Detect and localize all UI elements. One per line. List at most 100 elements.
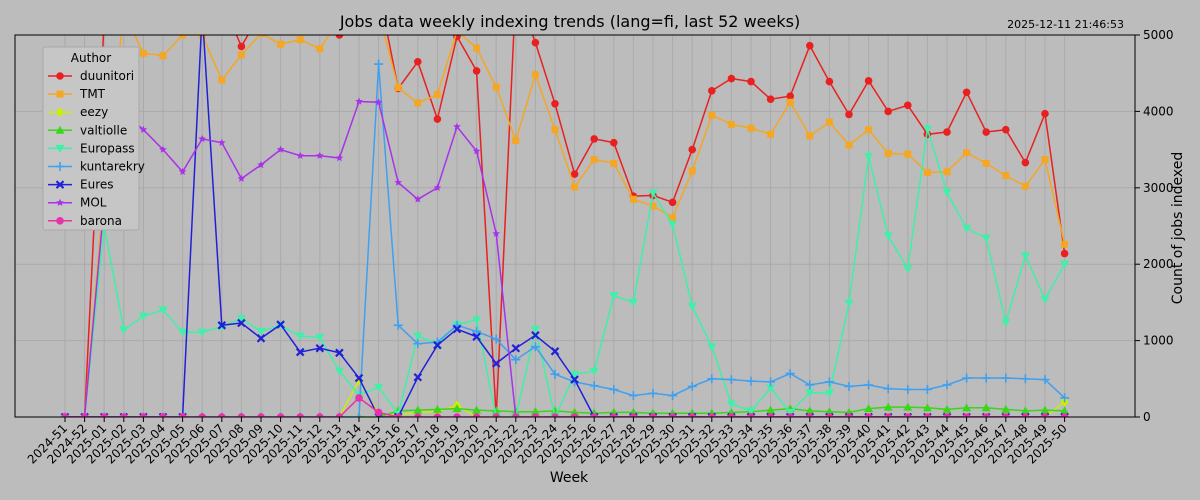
data-point xyxy=(589,381,599,391)
series-line xyxy=(65,35,1066,417)
data-point xyxy=(786,98,794,106)
data-point xyxy=(785,368,795,378)
data-point xyxy=(962,88,971,97)
data-point xyxy=(414,195,422,203)
data-point xyxy=(610,413,618,417)
data-point xyxy=(374,59,384,69)
data-point xyxy=(922,403,932,412)
data-point xyxy=(844,299,854,308)
data-point xyxy=(472,326,482,336)
data-point xyxy=(492,413,500,417)
data-point xyxy=(628,391,638,401)
data-point xyxy=(315,334,325,343)
data-point xyxy=(413,405,423,414)
data-point xyxy=(120,1,128,9)
data-point xyxy=(472,332,481,342)
data-point xyxy=(394,178,402,186)
data-point xyxy=(433,413,442,417)
data-point xyxy=(806,132,814,140)
data-point xyxy=(531,38,540,47)
data-point xyxy=(883,402,893,411)
data-point xyxy=(825,77,834,86)
data-point xyxy=(393,320,403,330)
data-point xyxy=(61,413,69,417)
data-point xyxy=(1060,393,1070,403)
data-point xyxy=(492,229,500,237)
data-point xyxy=(884,107,892,116)
data-point xyxy=(1020,252,1030,261)
data-point xyxy=(159,413,167,417)
data-point xyxy=(218,76,226,84)
data-point xyxy=(197,328,207,337)
data-point xyxy=(942,404,952,413)
data-point xyxy=(766,405,776,414)
data-point xyxy=(355,394,363,402)
y-tick-label: 1000 xyxy=(1143,334,1174,348)
data-point xyxy=(825,118,833,126)
data-point xyxy=(237,42,246,51)
data-point xyxy=(433,183,442,191)
data-point xyxy=(1040,405,1050,414)
data-point xyxy=(668,391,678,401)
data-point xyxy=(296,413,304,417)
series-line xyxy=(65,35,1065,417)
data-point xyxy=(531,330,540,340)
data-point xyxy=(531,71,539,79)
data-point xyxy=(982,128,990,136)
data-point xyxy=(394,413,402,417)
data-point xyxy=(335,348,344,358)
data-point xyxy=(530,325,540,334)
data-point xyxy=(178,328,188,337)
legend-label: kuntarekry xyxy=(80,160,145,174)
data-point xyxy=(943,168,951,176)
data-point xyxy=(648,388,658,398)
data-point xyxy=(824,407,834,416)
data-point xyxy=(708,111,716,119)
data-point xyxy=(981,373,991,383)
data-point xyxy=(1001,318,1011,327)
data-point xyxy=(649,413,657,417)
data-point xyxy=(942,380,952,390)
data-point xyxy=(550,369,560,379)
data-point xyxy=(963,149,971,157)
data-point xyxy=(766,384,776,393)
data-point xyxy=(256,334,266,343)
series-line xyxy=(65,406,1065,417)
data-point xyxy=(570,370,580,379)
data-point xyxy=(610,159,618,167)
data-point xyxy=(159,52,167,60)
data-point xyxy=(354,373,364,383)
data-point xyxy=(688,413,696,417)
data-point xyxy=(747,413,755,417)
data-point xyxy=(491,334,501,344)
data-point xyxy=(628,298,638,307)
data-point xyxy=(864,77,873,85)
data-point xyxy=(806,413,814,417)
data-point xyxy=(374,383,384,392)
data-point xyxy=(805,380,815,390)
timestamp: 2025-12-11 21:46:53 xyxy=(1007,18,1124,31)
data-point xyxy=(120,9,127,16)
data-point xyxy=(786,413,794,417)
data-point xyxy=(473,44,481,52)
data-point xyxy=(981,234,991,243)
y-tick-label: 2000 xyxy=(1143,257,1174,271)
y-axis: 0 1000 2000 3000 4000 5000 xyxy=(1135,28,1174,424)
x-axis-label: Week xyxy=(550,470,589,486)
data-point xyxy=(669,214,677,222)
data-point xyxy=(844,381,854,391)
data-point xyxy=(551,99,559,108)
data-point xyxy=(178,167,187,175)
data-point xyxy=(453,413,461,417)
data-point xyxy=(335,35,344,39)
data-point xyxy=(1021,413,1030,417)
legend-label: valtiolle xyxy=(80,123,127,137)
data-point xyxy=(805,389,815,398)
data-point xyxy=(943,413,951,417)
legend-marker xyxy=(56,72,64,80)
series-line xyxy=(65,63,1066,417)
x-axis: 2024-512024-522025-012025-022025-032025-… xyxy=(25,417,1070,467)
data-point xyxy=(1060,249,1069,258)
data-point xyxy=(1060,260,1070,269)
